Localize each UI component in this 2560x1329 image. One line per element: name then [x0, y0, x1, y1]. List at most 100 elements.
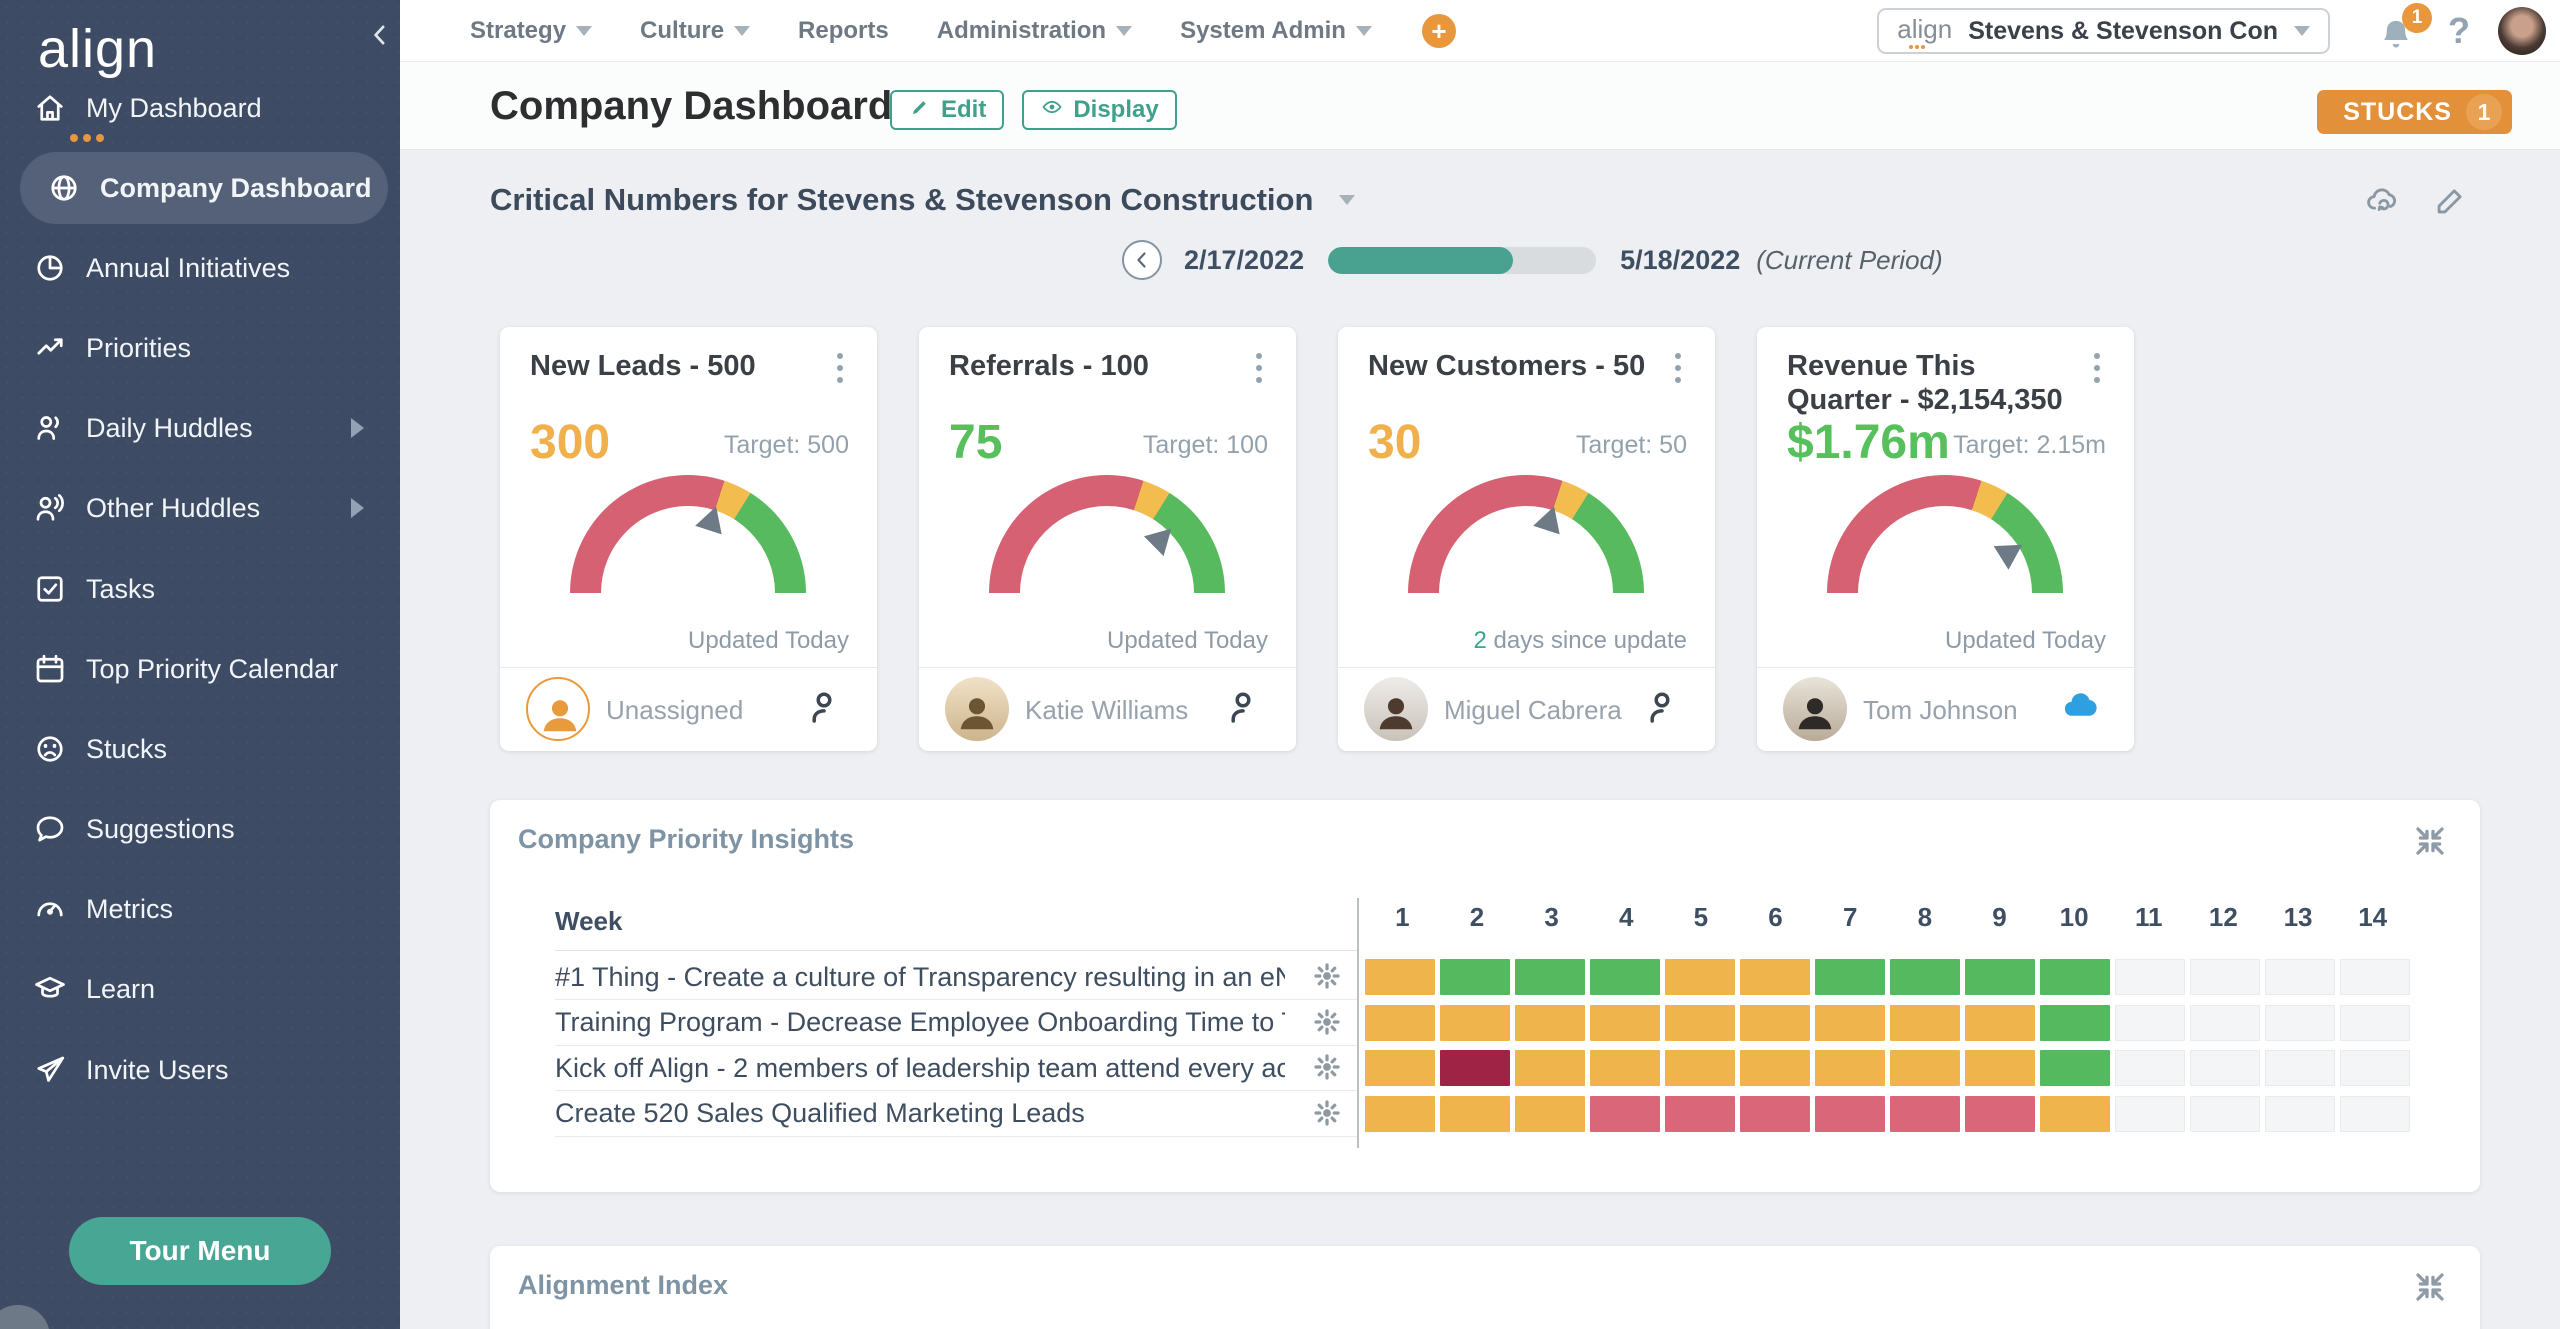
week-status-cell[interactable] [2190, 959, 2260, 995]
week-status-cell[interactable] [1740, 1095, 1810, 1132]
owner-avatar[interactable] [526, 677, 590, 741]
week-status-cell[interactable] [2190, 1004, 2260, 1041]
week-status-cell[interactable] [1365, 1095, 1435, 1132]
week-status-cell[interactable] [1740, 1050, 1810, 1086]
week-status-cell[interactable] [1890, 959, 1960, 995]
week-status-cell[interactable] [1815, 1095, 1885, 1132]
gear-icon[interactable] [1311, 1007, 1343, 1039]
stucks-badge-button[interactable]: STUCKS 1 [2317, 90, 2512, 134]
week-status-cell[interactable] [2040, 1050, 2110, 1086]
gear-icon[interactable] [1311, 1098, 1343, 1130]
card-menu-button[interactable] [1242, 353, 1276, 405]
owner-avatar[interactable] [945, 677, 1009, 741]
week-status-cell[interactable] [1965, 1050, 2035, 1086]
nav-item-system-admin[interactable]: System Admin [1180, 17, 1372, 45]
week-status-cell[interactable] [2115, 1004, 2185, 1041]
assign-person-icon[interactable] [1220, 685, 1266, 731]
week-status-cell[interactable] [1365, 1004, 1435, 1041]
owner-avatar[interactable] [1783, 677, 1847, 741]
sidebar-item-annual-initiatives[interactable]: Annual Initiatives [0, 232, 400, 304]
week-status-cell[interactable] [1365, 1050, 1435, 1086]
card-menu-button[interactable] [1661, 353, 1695, 405]
week-status-cell[interactable] [2040, 1095, 2110, 1132]
week-status-cell[interactable] [2340, 1004, 2410, 1041]
week-status-cell[interactable] [1890, 1050, 1960, 1086]
sidebar-item-priorities[interactable]: Priorities [0, 312, 400, 384]
card-menu-button[interactable] [823, 353, 857, 405]
sidebar-item-top-priority-calendar[interactable]: Top Priority Calendar [0, 633, 400, 705]
week-status-cell[interactable] [2340, 1050, 2410, 1086]
sidebar-item-suggestions[interactable]: Suggestions [0, 793, 400, 865]
sidebar-item-other-huddles[interactable]: Other Huddles [0, 472, 400, 544]
chevron-down-icon[interactable] [1339, 195, 1356, 205]
week-status-cell[interactable] [1890, 1004, 1960, 1041]
week-status-cell[interactable] [1515, 959, 1585, 995]
week-status-cell[interactable] [1440, 959, 1510, 995]
sidebar-item-stucks[interactable]: Stucks [0, 713, 400, 785]
week-status-cell[interactable] [1515, 1004, 1585, 1041]
salesforce-cloud-icon[interactable] [2058, 685, 2104, 731]
week-status-cell[interactable] [1815, 1004, 1885, 1041]
week-status-cell[interactable] [1740, 959, 1810, 995]
week-status-cell[interactable] [2190, 1050, 2260, 1086]
company-selector[interactable]: align Stevens & Stevenson Con [1877, 8, 2330, 54]
gear-icon[interactable] [1311, 1052, 1343, 1084]
collapse-panel-button[interactable] [2410, 1268, 2450, 1308]
week-status-cell[interactable] [1665, 1050, 1735, 1086]
week-status-cell[interactable] [1590, 1050, 1660, 1086]
week-status-cell[interactable] [1590, 959, 1660, 995]
week-status-cell[interactable] [2115, 1050, 2185, 1086]
week-status-cell[interactable] [2265, 1095, 2335, 1132]
sidebar-item-daily-huddles[interactable]: Daily Huddles [0, 392, 400, 464]
cloud-sync-button[interactable] [2362, 182, 2402, 222]
week-status-cell[interactable] [1515, 1095, 1585, 1132]
week-status-cell[interactable] [2040, 1004, 2110, 1041]
week-status-cell[interactable] [2115, 959, 2185, 995]
week-status-cell[interactable] [1665, 1095, 1735, 1132]
week-status-cell[interactable] [1890, 1095, 1960, 1132]
sidebar-collapse-button[interactable] [362, 18, 398, 54]
week-status-cell[interactable] [2340, 959, 2410, 995]
nav-item-culture[interactable]: Culture [640, 17, 751, 45]
week-status-cell[interactable] [2265, 1050, 2335, 1086]
week-status-cell[interactable] [1665, 1004, 1735, 1041]
week-status-cell[interactable] [1965, 1095, 2035, 1132]
nav-item-strategy[interactable]: Strategy [470, 17, 593, 45]
edit-button[interactable]: Edit [890, 90, 1005, 130]
sidebar-item-company-dashboard[interactable]: Company Dashboard [0, 152, 400, 224]
tour-menu-button[interactable]: Tour Menu [69, 1217, 331, 1285]
sidebar-item-metrics[interactable]: Metrics [0, 873, 400, 945]
assign-person-icon[interactable] [1639, 685, 1685, 731]
sidebar-item-my-dashboard[interactable]: My Dashboard [0, 72, 400, 144]
previous-period-button[interactable] [1122, 240, 1162, 280]
week-status-cell[interactable] [1440, 1050, 1510, 1086]
week-status-cell[interactable] [1590, 1004, 1660, 1041]
week-status-cell[interactable] [1365, 959, 1435, 995]
week-status-cell[interactable] [1965, 1004, 2035, 1041]
nav-item-administration[interactable]: Administration [937, 17, 1133, 45]
display-button[interactable]: Display [1022, 90, 1177, 130]
week-status-cell[interactable] [1815, 959, 1885, 995]
week-status-cell[interactable] [2265, 959, 2335, 995]
week-status-cell[interactable] [1515, 1050, 1585, 1086]
week-status-cell[interactable] [1965, 959, 2035, 995]
sidebar-item-invite-users[interactable]: Invite Users [0, 1034, 400, 1106]
week-status-cell[interactable] [1815, 1050, 1885, 1086]
week-status-cell[interactable] [2115, 1095, 2185, 1132]
week-status-cell[interactable] [1740, 1004, 1810, 1041]
nav-item-reports[interactable]: Reports [798, 17, 889, 45]
card-menu-button[interactable] [2080, 353, 2114, 405]
week-status-cell[interactable] [1590, 1095, 1660, 1132]
week-status-cell[interactable] [1665, 959, 1735, 995]
week-status-cell[interactable] [1440, 1004, 1510, 1041]
week-status-cell[interactable] [2190, 1095, 2260, 1132]
week-status-cell[interactable] [2340, 1095, 2410, 1132]
notifications-button[interactable]: 1 [2376, 3, 2432, 55]
owner-avatar[interactable] [1364, 677, 1428, 741]
week-status-cell[interactable] [1440, 1095, 1510, 1132]
sidebar-item-tasks[interactable]: Tasks [0, 553, 400, 625]
sidebar-item-learn[interactable]: Learn [0, 953, 400, 1025]
collapse-panel-button[interactable] [2410, 822, 2450, 862]
add-button[interactable]: + [1421, 13, 1456, 48]
week-status-cell[interactable] [2040, 959, 2110, 995]
